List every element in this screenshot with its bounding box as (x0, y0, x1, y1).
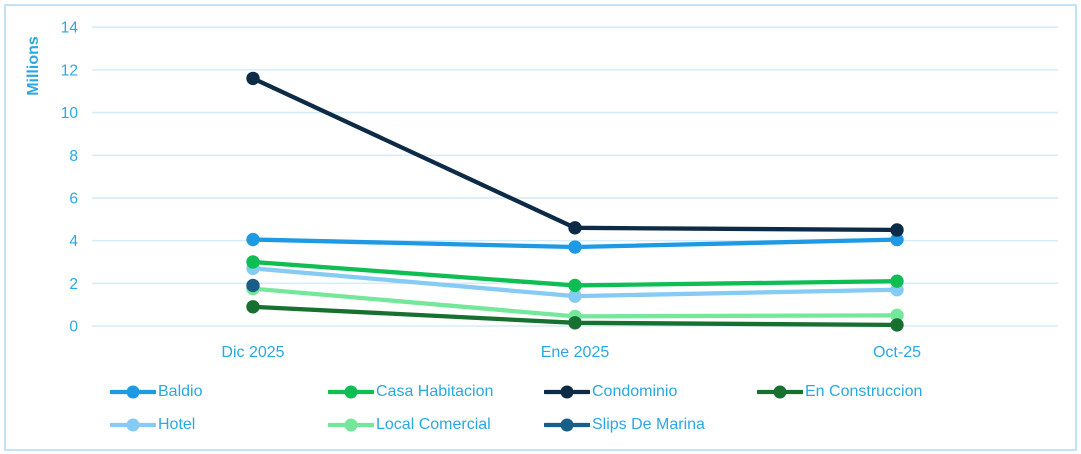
legend-dot-glyph (126, 385, 140, 399)
x-tick-label: Oct-25 (873, 344, 921, 361)
data-point-baldio (890, 232, 904, 247)
y-tick-label: 4 (69, 233, 78, 250)
data-point-en-construccion (246, 300, 260, 314)
legend-item-label: Slips De Marina (592, 416, 705, 433)
legend-item-baldio: Baldio (110, 382, 202, 402)
data-point-baldio (246, 232, 260, 247)
legend-marker-icon (110, 385, 156, 399)
legend-item-label: Baldio (158, 383, 203, 400)
line-chart-canvas: 0 2 4 6 8 10 12 14 Millions Dic 2025 Ene 2025 Oct-2… (25, 20, 1058, 361)
data-point-local-comercial (890, 308, 904, 323)
legend-dot-glyph (560, 385, 574, 399)
y-axis-title: Millions (25, 36, 42, 96)
legend-marker-icon (544, 385, 590, 399)
data-point-hotel (568, 289, 582, 303)
legend-item-en-construccion: En Construccion (757, 382, 922, 402)
legend-item-hotel: Hotel (110, 415, 195, 435)
y-tick-label: 12 (61, 62, 78, 79)
data-point-casa-habitacion (890, 274, 904, 288)
legend-item-label: Local Comercial (376, 416, 491, 433)
legend-dot-glyph (344, 418, 358, 432)
legend-marker-icon (110, 418, 156, 432)
legend-item-label: Condominio (592, 383, 678, 400)
x-tick-label: Ene 2025 (541, 344, 610, 361)
data-point-condominio (246, 71, 260, 86)
legend-dot-glyph (126, 418, 140, 432)
legend-marker-icon (328, 418, 374, 432)
legend-marker-icon (757, 385, 803, 399)
y-tick-label: 10 (61, 105, 79, 122)
legend-marker-icon (328, 385, 374, 399)
legend-dot-glyph (560, 418, 574, 432)
data-point-en-construccion (890, 318, 904, 332)
legend-item-slips-de-marina: Slips De Marina (544, 415, 705, 435)
legend-item-label: Hotel (158, 416, 196, 433)
legend-item-casa-habitacion: Casa Habitacion (328, 382, 493, 402)
legend-item-label: Casa Habitacion (376, 383, 494, 400)
x-tick-label: Dic 2025 (221, 344, 284, 361)
y-tick-label: 14 (61, 20, 79, 37)
data-point-baldio (568, 240, 582, 254)
y-tick-label: 0 (69, 319, 78, 336)
legend-item-local-comercial: Local Comercial (328, 415, 491, 435)
legend-marker-icon (544, 418, 590, 432)
data-point-casa-habitacion (246, 255, 260, 269)
legend-dot-glyph (344, 385, 358, 399)
data-point-condominio (568, 221, 582, 235)
data-point-en-construccion (568, 316, 582, 330)
data-point-casa-habitacion (568, 278, 582, 293)
y-tick-label: 8 (69, 148, 78, 165)
legend-item-condominio: Condominio (544, 382, 677, 402)
y-tick-label: 2 (69, 276, 78, 293)
legend-item-label: En Construccion (805, 383, 923, 400)
series-line-condominio (250, 76, 900, 233)
legend-dot-glyph (773, 385, 787, 399)
data-point-condominio (890, 223, 904, 237)
y-tick-label: 6 (69, 190, 78, 207)
data-point-slips-de-marina (246, 278, 260, 293)
